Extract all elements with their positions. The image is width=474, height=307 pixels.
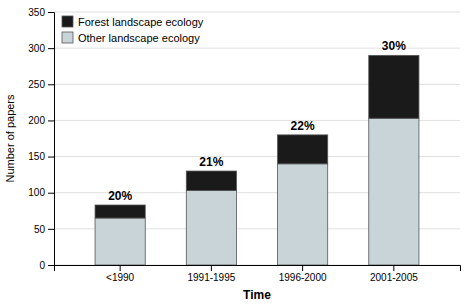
tick-mark (393, 265, 394, 271)
tick: 2001-2005 (370, 265, 418, 283)
bar (186, 171, 236, 191)
tick-mark (48, 84, 54, 85)
tick: 350 (28, 7, 54, 18)
tick: 200 (28, 115, 54, 126)
tick: 150 (28, 151, 54, 162)
x-axis-title: Time (243, 288, 271, 302)
tick-mark (48, 120, 54, 121)
annotation: 21% (199, 155, 223, 169)
tick: 1991-1995 (187, 265, 235, 283)
tick-label: 0 (39, 260, 45, 271)
tick-mark (120, 265, 121, 271)
tick: 50 (34, 224, 54, 235)
tick-label: 100 (28, 187, 45, 198)
bars (95, 55, 419, 265)
legend-item: Forest landscape ecology (62, 16, 204, 28)
tick-label: 1996-2000 (279, 272, 327, 283)
bar (369, 118, 419, 265)
plot: 0 50 100 150 200 250 300 350 <1990 1991-1995 1996-… (28, 7, 460, 283)
tick-label: <1990 (106, 272, 135, 283)
tick-label: 250 (28, 79, 45, 90)
bar (278, 164, 328, 265)
tick-label: 1991-1995 (187, 272, 235, 283)
bar-series (95, 55, 419, 218)
bar (186, 191, 236, 265)
tick-mark (48, 48, 54, 49)
tick-mark (48, 157, 54, 158)
tick-label: 300 (28, 43, 45, 54)
tick: 100 (28, 187, 54, 198)
legend-swatch (62, 32, 73, 43)
bar-series (95, 118, 419, 265)
grid (54, 12, 460, 265)
legend: Forest landscape ecology Other landscape … (62, 16, 204, 44)
tick-label: 150 (28, 151, 45, 162)
x-axis: <1990 1991-1995 1996-2000 2001-2005 (55, 265, 461, 283)
annotation: 22% (291, 119, 315, 133)
annotation: 30% (382, 39, 406, 53)
bar (369, 55, 419, 118)
legend-swatch (62, 16, 73, 27)
tick: 0 (39, 260, 54, 271)
tick: <1990 (106, 265, 135, 283)
tick-label: 2001-2005 (370, 272, 418, 283)
tick-mark (48, 193, 54, 194)
axis-line (48, 13, 55, 266)
tick-mark (48, 12, 54, 13)
annotations: 20% 21% 22% 30% (108, 39, 406, 203)
y-axis-title: Number of papers (4, 94, 16, 183)
legend-label: Other landscape ecology (78, 32, 200, 44)
tick-mark (48, 229, 54, 230)
bar (95, 218, 145, 265)
tick-mark (48, 265, 54, 266)
y-axis: 0 50 100 150 200 250 300 350 (28, 7, 54, 271)
tick-label: 200 (28, 115, 45, 126)
tick: 1996-2000 (279, 265, 327, 283)
annotation: 20% (108, 189, 132, 203)
bar (95, 205, 145, 218)
grid-line (54, 12, 460, 13)
tick-label: 350 (28, 7, 45, 18)
tick-label: 50 (34, 224, 46, 235)
tick: 250 (28, 79, 54, 90)
tick: 300 (28, 43, 54, 54)
bar (278, 135, 328, 164)
chart: 0 50 100 150 200 250 300 350 <1990 1991-1995 1996-… (0, 0, 474, 307)
legend-label: Forest landscape ecology (78, 16, 204, 28)
axis-line (55, 266, 461, 272)
tick-mark (211, 265, 212, 271)
tick-mark (302, 265, 303, 271)
legend-item: Other landscape ecology (62, 32, 200, 44)
